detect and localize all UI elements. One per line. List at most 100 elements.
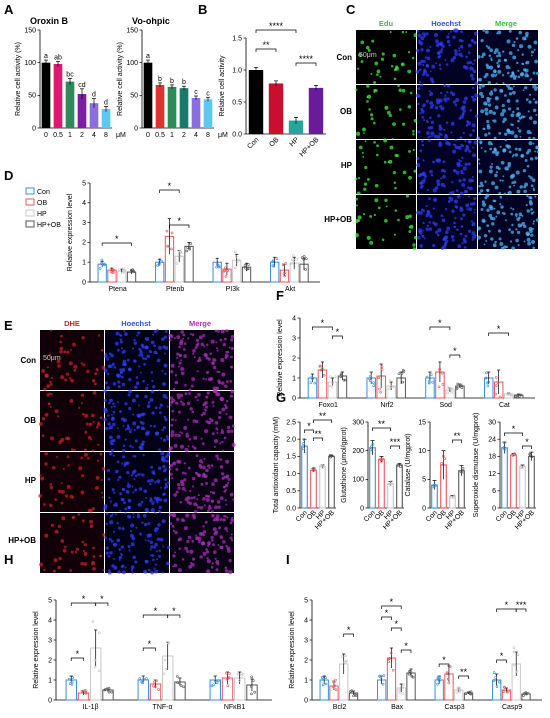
bar-2 [77,94,87,128]
data-point [250,675,253,679]
e-cell [48,402,51,406]
c-cell [467,51,471,54]
data-point [431,380,434,384]
letter-label: cd [78,82,86,89]
c-cell [496,151,500,154]
data-point [495,384,498,387]
e-cell [230,533,233,536]
e-cell [92,391,97,395]
c-cell [487,229,491,233]
e-cell [115,469,119,474]
e-cell [49,485,54,490]
y-tick-label: 4 [292,315,296,322]
x-tick-label: 8 [206,132,210,139]
e-cell [224,489,227,492]
e-cell [214,421,219,425]
c-cell [355,221,358,224]
significance-label: ** [460,667,468,677]
e-cell [196,498,199,501]
c-cell [455,189,459,192]
legend-label: Con [37,189,50,196]
data-point [509,393,513,397]
c-cell [474,93,479,98]
data-point [506,393,510,396]
data-point [503,686,507,689]
e-cell [55,455,59,458]
c-cell [454,103,458,107]
c-cell [464,139,467,143]
e-cell [83,551,88,556]
data-point [389,651,393,655]
e-cell [161,369,164,372]
e-cell [188,564,193,569]
e-cell [118,555,123,560]
c-cell [354,233,360,238]
c-cell [444,230,449,235]
e-cell [69,377,72,380]
data-point [162,672,166,676]
e-cell [151,554,155,557]
data-point [450,495,454,499]
e-cell [196,473,201,477]
e-cell [153,424,156,428]
e-cell [101,496,104,499]
data-point [141,681,144,685]
c-cell [487,103,492,107]
e-cell [193,356,196,359]
c-cell [430,173,434,177]
y-tick-label: 1.0 [232,67,242,74]
e-cell [177,433,181,438]
c-cell [523,68,527,72]
e-tile [40,452,104,512]
x-tick-label: 0.5 [155,132,165,139]
c-cell [515,228,518,231]
e-cell [210,339,215,344]
data-point [401,369,405,372]
c-cell [487,46,491,50]
c-cell [530,50,534,54]
data-point [388,379,392,382]
e-cell [121,351,124,354]
e-cell [199,506,204,510]
data-point [389,483,393,486]
data-point [390,480,393,483]
c-cell [468,229,472,233]
e-cell [150,465,154,469]
e-cell [158,555,162,558]
data-point [448,665,452,668]
e-cell [132,491,135,494]
e-cell [182,471,185,475]
figure-label-C: C [346,2,356,17]
e-cell [154,431,159,436]
e-cell [186,495,191,500]
c-cell [420,48,424,52]
e-cell [78,466,83,471]
c-cell [429,214,433,218]
c-cell [450,131,453,134]
x-tick-label: HP+OB [444,509,466,531]
e-cell [153,344,156,348]
y-axis-label: Relative expression level [289,611,296,689]
c-cell [374,183,379,188]
e-cell [50,436,54,441]
c-cell [499,242,504,247]
e-cell [114,513,118,516]
c-cell [440,133,443,136]
c-cell [524,73,529,78]
e-cell [211,432,215,436]
e-cell [217,544,220,546]
c-cell [514,75,518,78]
data-point [441,454,445,458]
c-cell [460,30,463,34]
bar-HP [319,466,326,509]
x-unit-label: μM [218,132,228,139]
significance-label: * [347,625,351,635]
e-cell [147,522,151,526]
e-cell [203,402,207,406]
c-cell [486,224,490,228]
c-cell [485,103,488,106]
e-cell [162,345,166,349]
c-cell [415,210,420,215]
data-point [214,679,217,682]
